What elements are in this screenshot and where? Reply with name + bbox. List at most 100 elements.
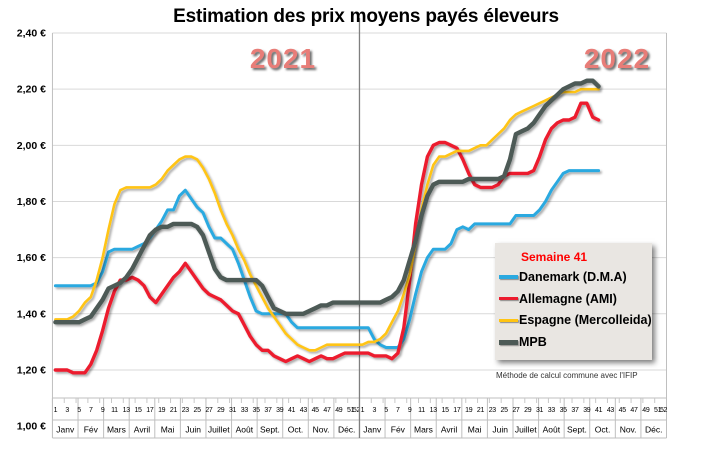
week-label: 3 <box>372 407 376 414</box>
legend-item-label: Espagne (Mercolleida) <box>519 313 652 328</box>
week-label: 3 <box>65 407 69 414</box>
month-label: Sept. <box>260 425 280 435</box>
y-axis-label: 1,00 € <box>17 421 46 433</box>
legend-item-label: Danemark (D.M.A) <box>519 269 627 284</box>
week-label: 35 <box>560 407 568 414</box>
week-label: 29 <box>217 407 225 414</box>
y-axis-label: 1,80 € <box>17 196 46 208</box>
axis-layer: 2,40 € 2,20 € 2,00 € 1,80 € 1,60 € 1,40 € 1,20… <box>17 18 668 438</box>
month-label: Juin <box>185 425 201 435</box>
week-label: 23 <box>182 407 190 414</box>
week-label: 43 <box>607 407 615 414</box>
series-layer <box>53 78 601 375</box>
week-label: 41 <box>595 407 603 414</box>
legend-item: Espagne (Mercolleida) <box>495 310 652 332</box>
y-axis-label: 2,00 € <box>17 140 46 152</box>
month-label: Sept. <box>567 425 587 435</box>
week-label: 13 <box>123 407 131 414</box>
week-label: 13 <box>430 407 438 414</box>
week-label: 49 <box>642 407 650 414</box>
month-label: Janv <box>56 425 75 435</box>
week-label: 37 <box>264 407 272 414</box>
legend-swatch <box>499 340 518 345</box>
month-label: Fév <box>391 425 406 435</box>
series-line-mpb <box>53 78 601 325</box>
week-label: 31 <box>229 407 237 414</box>
week-label: 45 <box>312 407 320 414</box>
week-label: 9 <box>408 407 412 414</box>
week-label: 25 <box>194 407 202 414</box>
month-label: Fév <box>84 425 99 435</box>
month-label: Oct. <box>288 425 304 435</box>
week-label: 7 <box>89 407 93 414</box>
week-label: 35 <box>253 407 261 414</box>
month-label: Juin <box>492 425 508 435</box>
week-label: 1 <box>54 407 58 414</box>
week-label: 19 <box>158 407 166 414</box>
month-label: Juillet <box>208 425 230 435</box>
week-label: 52 <box>353 407 361 414</box>
month-label: Oct. <box>595 425 611 435</box>
week-label: 31 <box>536 407 544 414</box>
month-label: Juillet <box>515 425 537 435</box>
week-label: 15 <box>134 407 142 414</box>
month-label: Avril <box>134 425 150 435</box>
legend-item: Danemark (D.M.A) <box>495 266 652 288</box>
week-label: 9 <box>101 407 105 414</box>
week-label: 39 <box>583 407 591 414</box>
y-axis-label: 2,40 € <box>17 28 46 40</box>
week-label: 21 <box>170 407 178 414</box>
week-label: 5 <box>384 407 388 414</box>
month-label: Mars <box>107 425 126 435</box>
y-axis-label: 2,20 € <box>17 84 46 96</box>
week-label: 47 <box>630 407 638 414</box>
month-label: Nov. <box>620 425 637 435</box>
week-label: 23 <box>489 407 497 414</box>
week-label: 17 <box>453 407 461 414</box>
year-label-2022: 2022 <box>583 43 651 74</box>
month-label: Nov. <box>313 425 330 435</box>
chart-title: Estimation des prix moyens payés éleveur… <box>173 6 559 27</box>
y-axis-label: 1,40 € <box>17 308 46 320</box>
week-label: 29 <box>524 407 532 414</box>
week-label: 27 <box>512 407 520 414</box>
legend-item: MPB <box>495 331 652 353</box>
month-label: Déc. <box>338 425 355 435</box>
week-label: 7 <box>396 407 400 414</box>
series-line-allemagne <box>53 101 601 375</box>
week-label: 49 <box>335 407 343 414</box>
week-label: 21 <box>477 407 485 414</box>
week-label: 27 <box>205 407 213 414</box>
month-label: Mai <box>468 425 482 435</box>
method-note: Méthode de calcul commune avec l'IFIP <box>496 371 638 380</box>
week-label: 19 <box>465 407 473 414</box>
legend-swatch <box>499 318 518 323</box>
week-label: 33 <box>548 407 556 414</box>
month-label: Déc. <box>645 425 662 435</box>
month-label: Août <box>543 425 561 435</box>
week-label: 43 <box>300 407 308 414</box>
legend-title: Semaine 41 <box>521 250 588 264</box>
legend-item-label: MPB <box>519 335 547 350</box>
week-label: 51 <box>654 407 662 414</box>
week-label: 11 <box>111 407 118 414</box>
week-label: 15 <box>441 407 449 414</box>
legend-swatch <box>499 296 518 301</box>
week-label: 11 <box>418 407 425 414</box>
week-label: 39 <box>276 407 284 414</box>
legend-items: Danemark (D.M.A) Allemagne (AMI) Espagne (… <box>495 266 652 353</box>
series-line-espagne <box>54 87 600 352</box>
week-label: 25 <box>501 407 509 414</box>
week-label: 33 <box>241 407 249 414</box>
month-label: Janv <box>363 425 382 435</box>
week-label: 41 <box>288 407 296 414</box>
legend-box: Semaine 41 Danemark (D.M.A) Allemagne (AM… <box>495 243 652 360</box>
week-label: 45 <box>619 407 627 414</box>
week-label: 5 <box>77 407 81 414</box>
y-axis-label: 1,60 € <box>17 252 46 264</box>
week-label: 37 <box>571 407 579 414</box>
week-label: 51 <box>347 407 355 414</box>
week-label: 47 <box>323 407 331 414</box>
legend-item: Allemagne (AMI) <box>495 288 652 310</box>
